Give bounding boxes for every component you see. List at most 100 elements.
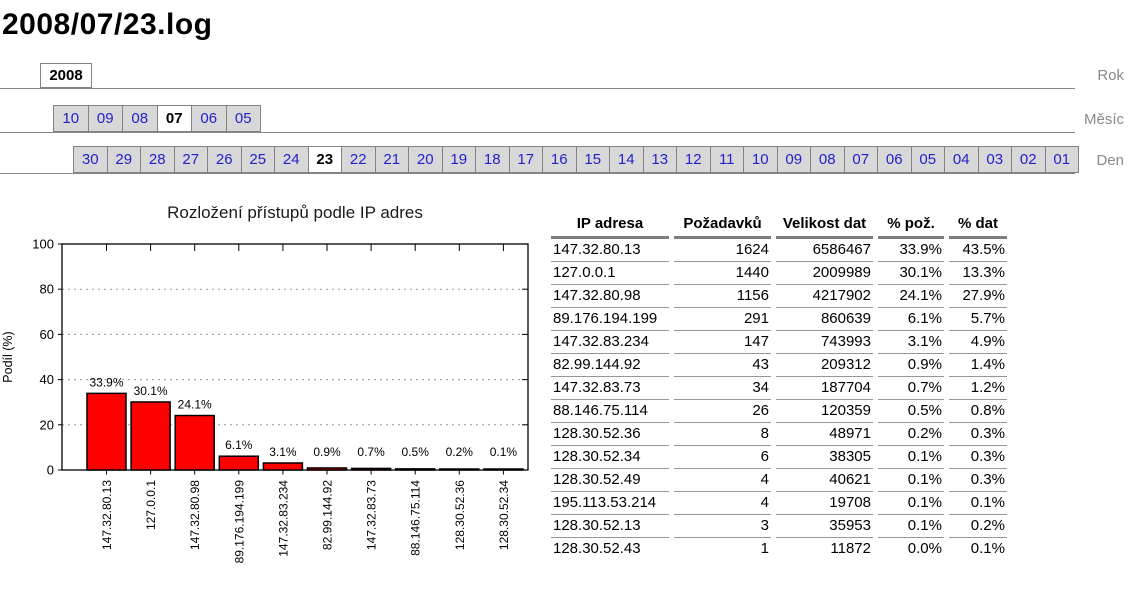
month-tab-07[interactable]: 07 (156, 106, 191, 131)
day-tab-13[interactable]: 13 (642, 147, 676, 172)
ip-cell: 147.32.83.234 (551, 331, 669, 354)
ip-cell: 128.30.52.49 (551, 469, 669, 492)
ip-cell: 128.30.52.13 (551, 515, 669, 538)
value-cell: 0.1% (949, 492, 1007, 515)
y-tick-label: 20 (40, 417, 54, 432)
day-tab-11[interactable]: 11 (709, 147, 743, 172)
day-tab-05[interactable]: 05 (910, 147, 944, 172)
x-category-label: 128.30.52.36 (453, 480, 467, 550)
value-cell: 30.1% (878, 262, 944, 285)
x-category-label: 127.0.0.1 (144, 480, 158, 530)
table-row: 195.113.53.214 4 19708 0.1% 0.1% (551, 492, 1007, 515)
table-row: 128.30.52.36 8 48971 0.2% 0.3% (551, 423, 1007, 446)
column-header: Velikost dat (776, 214, 873, 239)
value-cell: 291 (674, 308, 771, 331)
month-tab-08[interactable]: 08 (122, 106, 157, 131)
day-tab-15[interactable]: 15 (575, 147, 609, 172)
day-tab-02[interactable]: 02 (1011, 147, 1045, 172)
value-cell: 1.4% (949, 354, 1007, 377)
month-tab-05[interactable]: 05 (225, 106, 260, 131)
chart-bar (130, 401, 171, 471)
table-row: 128.30.52.49 4 40621 0.1% 0.3% (551, 469, 1007, 492)
value-cell: 0.2% (878, 423, 944, 446)
day-tab-26[interactable]: 26 (207, 147, 241, 172)
month-tab-row: 10 09 08 07 06 05 Měsíc (0, 105, 1137, 133)
ip-cell: 88.146.75.114 (551, 400, 669, 423)
x-category-label: 82.99.144.92 (321, 480, 335, 550)
value-cell: 35953 (776, 515, 873, 538)
x-category-label: 147.32.80.13 (100, 480, 114, 550)
day-tab-29[interactable]: 29 (106, 147, 140, 172)
month-tabstrip: 10 09 08 07 06 05 (53, 105, 261, 132)
year-tab-2008[interactable]: 2008 (41, 64, 91, 87)
day-tab-28[interactable]: 28 (140, 147, 174, 172)
day-tab-23[interactable]: 23 (307, 147, 341, 172)
bar-value-label: 0.9% (313, 445, 341, 459)
y-tick-label: 40 (40, 372, 54, 387)
value-cell: 6 (674, 446, 771, 469)
value-cell: 27.9% (949, 285, 1007, 308)
day-tab-03[interactable]: 03 (977, 147, 1011, 172)
day-tab-22[interactable]: 22 (341, 147, 375, 172)
day-tab-07[interactable]: 07 (843, 147, 877, 172)
day-tab-21[interactable]: 21 (374, 147, 408, 172)
column-header: % pož. (878, 214, 944, 239)
month-tab-09[interactable]: 09 (87, 106, 122, 131)
table-row: 147.32.80.98 1156 4217902 24.1% 27.9% (551, 285, 1007, 308)
day-tab-19[interactable]: 19 (441, 147, 475, 172)
value-cell: 24.1% (878, 285, 944, 308)
y-tick-label: 80 (40, 282, 54, 297)
day-tab-09[interactable]: 09 (776, 147, 810, 172)
day-tab-04[interactable]: 04 (944, 147, 978, 172)
day-tab-06[interactable]: 06 (877, 147, 911, 172)
x-category-label: 147.32.83.234 (276, 480, 290, 557)
bar-value-label: 0.5% (402, 445, 430, 459)
chart-bar (306, 467, 348, 471)
day-tab-08[interactable]: 08 (810, 147, 844, 172)
value-cell: 43.5% (949, 239, 1007, 262)
chart-bar (439, 468, 480, 471)
column-header: % dat (949, 214, 1007, 239)
bar-value-label: 0.2% (446, 445, 474, 459)
chart-bar (86, 392, 127, 471)
value-cell: 0.7% (878, 377, 944, 400)
ip-stats-table: IP adresa Požadavků Velikost dat% pož.% da… (546, 214, 1012, 560)
value-cell: 5.7% (949, 308, 1007, 331)
value-cell: 0.3% (949, 446, 1007, 469)
month-tab-10[interactable]: 10 (54, 106, 88, 131)
day-tab-17[interactable]: 17 (508, 147, 542, 172)
day-tab-30[interactable]: 30 (74, 147, 107, 172)
year-tabstrip: 2008 (40, 63, 92, 88)
value-cell: 19708 (776, 492, 873, 515)
value-cell: 0.1% (878, 492, 944, 515)
ip-cell: 147.32.80.13 (551, 239, 669, 262)
day-tab-24[interactable]: 24 (274, 147, 308, 172)
ip-cell: 147.32.83.73 (551, 377, 669, 400)
month-tab-06[interactable]: 06 (191, 106, 226, 131)
value-cell: 120359 (776, 400, 873, 423)
value-cell: 0.2% (949, 515, 1007, 538)
ip-cell: 195.113.53.214 (551, 492, 669, 515)
value-cell: 1440 (674, 262, 771, 285)
day-tab-14[interactable]: 14 (609, 147, 643, 172)
value-cell: 0.5% (878, 400, 944, 423)
day-tab-01[interactable]: 01 (1044, 147, 1078, 172)
day-tab-25[interactable]: 25 (240, 147, 274, 172)
value-cell: 34 (674, 377, 771, 400)
day-tab-18[interactable]: 18 (475, 147, 509, 172)
bar-value-label: 6.1% (225, 438, 253, 452)
day-tab-20[interactable]: 20 (408, 147, 442, 172)
chart-bar (262, 462, 304, 471)
value-cell: 8 (674, 423, 771, 446)
day-tab-10[interactable]: 10 (743, 147, 777, 172)
value-cell: 40621 (776, 469, 873, 492)
value-cell: 48971 (776, 423, 873, 446)
day-tab-27[interactable]: 27 (173, 147, 207, 172)
column-header: Požadavků (674, 214, 771, 239)
value-cell: 860639 (776, 308, 873, 331)
day-tab-12[interactable]: 12 (676, 147, 710, 172)
value-cell: 0.1% (878, 515, 944, 538)
table-row: 127.0.0.1 1440 2009989 30.1% 13.3% (551, 262, 1007, 285)
day-tabstrip: 30 29 28 27 26 25 24 23 22 21 20 19 18 17 16 15 14 13 12 11… (73, 146, 1079, 173)
day-tab-16[interactable]: 16 (542, 147, 576, 172)
